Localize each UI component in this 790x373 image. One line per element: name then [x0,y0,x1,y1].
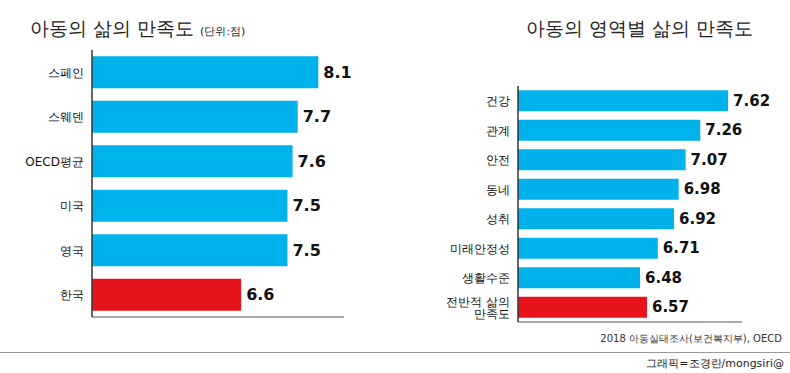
html-text:아동의 영역별 삶의 만족도: 아동의 영역별 삶의 만족도 [526,17,754,39]
svg-text:7.62: 7.62 [733,92,770,110]
svg-text:전반적 삶의만족도: 전반적 삶의만족도 [446,295,510,321]
svg-text:6.92: 6.92 [679,210,716,228]
svg-text:7.6: 7.6 [298,152,326,171]
svg-text:6.98: 6.98 [684,180,721,198]
svg-text:스웨덴: 스웨덴 [48,110,84,124]
svg-text:안전: 안전 [486,153,510,167]
html-text:아동의 삶의 만족도 (단위:점): 아동의 삶의 만족도 (단위:점) [30,17,246,39]
svg-text:6.48: 6.48 [645,269,682,287]
svg-text:7.07: 7.07 [691,151,728,169]
svg-text:8.1: 8.1 [323,63,351,82]
svg-text:6.71: 6.71 [663,239,700,257]
svg-text:7.7: 7.7 [303,107,331,126]
svg-text:6.6: 6.6 [246,285,274,304]
svg-text:미래안정성: 미래안정성 [450,242,510,256]
svg-text:스페인: 스페인 [48,66,84,80]
html-text:그래픽=조경란/mongsiri@: 그래픽=조경란/mongsiri@ [646,357,784,370]
svg-text:성취: 성취 [486,212,510,226]
svg-text:관계: 관계 [486,124,510,138]
svg-text:OECD평균: OECD평균 [25,155,84,169]
html-text:2018 아동실태조사(보건복지부), OECD: 2018 아동실태조사(보건복지부), OECD [600,333,782,344]
svg-text:7.26: 7.26 [705,121,742,139]
svg-text:동네: 동네 [486,183,510,197]
svg-text:건강: 건강 [486,94,510,108]
svg-text:영국: 영국 [60,244,84,258]
svg-text:미국: 미국 [60,199,84,213]
svg-text:6.57: 6.57 [652,298,689,316]
svg-text:7.5: 7.5 [292,241,320,260]
svg-text:한국: 한국 [60,288,84,302]
svg-text:7.5: 7.5 [292,196,320,215]
svg-text:생활수준: 생활수준 [462,271,510,285]
